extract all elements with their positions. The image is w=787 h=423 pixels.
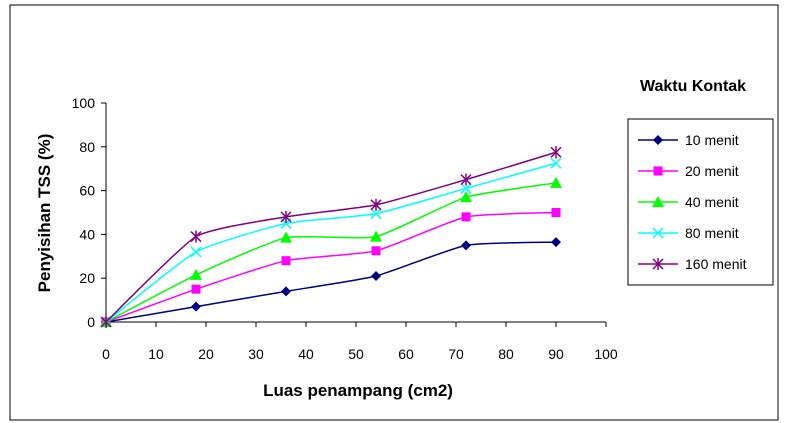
x-tick-label: 20 (198, 346, 214, 362)
y-tick-label: 100 (72, 95, 96, 111)
data-point (460, 191, 472, 203)
x-tick-label: 80 (498, 346, 514, 362)
data-point (191, 284, 201, 294)
data-point (191, 301, 201, 312)
x-tick-label: 0 (102, 346, 110, 362)
x-tick-label: 70 (448, 346, 464, 362)
legend-marker (652, 258, 664, 270)
y-tick-label: 80 (79, 139, 95, 155)
series-line-4 (105, 162, 557, 323)
legend-title: Waktu Kontak (640, 78, 746, 95)
legend: 10 menit 20 menit 40 menit 80 menit 160 meni… (627, 118, 774, 286)
x-tick-label: 50 (348, 346, 364, 362)
data-point (190, 268, 202, 280)
data-point (551, 208, 561, 217)
legend-label: 80 menit (685, 225, 739, 241)
data-point (371, 271, 381, 282)
data-point (190, 230, 202, 243)
x-tick-label: 10 (148, 346, 164, 362)
data-point (370, 198, 382, 211)
y-tick-label: 60 (79, 183, 95, 199)
data-point (461, 240, 471, 251)
x-tick-label: 90 (548, 346, 564, 362)
y-axis-label: Penyisihan TSS (%) (35, 134, 54, 293)
x-tick-label: 30 (248, 346, 264, 362)
x-axis-label: Luas penampang (cm2) (263, 381, 453, 400)
data-point (100, 316, 112, 328)
data-point (281, 256, 291, 266)
data-point (190, 246, 202, 258)
data-point (281, 286, 291, 297)
data-point (550, 157, 562, 169)
legend-marker (652, 227, 664, 239)
x-tick-label: 60 (398, 346, 414, 362)
series-line-5 (105, 151, 557, 323)
x-tick-label: 100 (594, 346, 618, 362)
data-point (370, 208, 382, 220)
data-point (550, 176, 562, 188)
data-point (460, 182, 472, 194)
data-point (370, 230, 382, 242)
legend-marker (653, 135, 663, 145)
x-tick-label: 40 (298, 346, 314, 362)
legend-marker (652, 196, 664, 207)
y-tick-label: 40 (79, 226, 95, 242)
legend-label: 160 menit (685, 256, 747, 272)
data-point (550, 146, 562, 159)
data-point (461, 212, 471, 222)
legend-label: 40 menit (685, 194, 739, 210)
series-line-2 (105, 211, 557, 323)
data-point (460, 173, 472, 186)
data-point (280, 231, 292, 243)
series-line-3 (105, 182, 557, 323)
data-point (371, 246, 381, 256)
y-tick-label: 20 (79, 270, 95, 286)
plot-area: 0 20 40 60 80 100 0 10 20 30 40 50 60 70 80 90 100 (72, 95, 618, 362)
y-tick-label: 0 (87, 314, 95, 330)
series-line-1 (105, 241, 557, 323)
data-point (280, 210, 292, 223)
legend-label: 10 menit (685, 132, 739, 148)
data-point (551, 237, 561, 248)
legend-marker (653, 166, 663, 176)
legend-label: 20 menit (685, 163, 739, 179)
